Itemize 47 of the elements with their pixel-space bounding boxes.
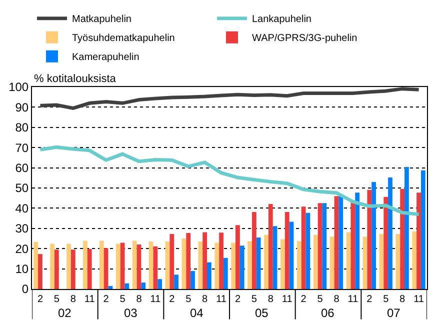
y-tick-label: 10 [15, 262, 29, 276]
x-tick-label: 8 [70, 294, 76, 305]
x-tick-label: 2 [169, 294, 176, 305]
legend-label: Matkapuhelin [72, 14, 132, 26]
y-tick-label: 90 [15, 100, 29, 114]
x-tick-label: 8 [136, 294, 142, 305]
text: 03 [124, 306, 138, 320]
y-tick-label: 70 [15, 140, 29, 155]
x-tick-label: 11 [84, 294, 96, 305]
x-tick-label: 2 [37, 294, 44, 305]
legend-label: Kamerapuhelin [72, 52, 140, 64]
x-tick-label: 8 [268, 294, 274, 305]
x-tick-label: 5 [251, 294, 258, 305]
y-tick-label: 100 [8, 80, 29, 94]
x-tick-label: 2 [300, 294, 307, 305]
x-tick-label: 11 [348, 294, 359, 305]
x-tick-label: 8 [400, 294, 406, 305]
x-tick-label: 11 [150, 294, 162, 305]
y-tick-label: 0 [22, 282, 29, 296]
y-tick-label: 60 [15, 161, 29, 175]
y-tick-label: 30 [15, 222, 29, 236]
text: 04 [190, 306, 204, 320]
legend-label: WAP/GPRS/3G-puhelin [252, 33, 358, 44]
x-tick-label: 2 [234, 294, 241, 305]
x-tick-label: 5 [54, 294, 60, 305]
text: 06 [321, 306, 335, 320]
y-tick-label: 20 [15, 242, 29, 256]
x-tick-label: 5 [186, 294, 192, 305]
x-tick-label: 8 [202, 294, 208, 305]
text: 07 [387, 306, 401, 320]
x-tick-label: 5 [317, 294, 324, 305]
x-tick-label: 2 [366, 294, 373, 305]
text: 02 [58, 306, 72, 320]
y-axis-title: % kotitalouksista [34, 73, 117, 85]
legend-label: Työsuhdematkapuhelin [72, 33, 175, 44]
x-tick-label: 5 [120, 294, 126, 305]
x-tick-label: 11 [414, 294, 424, 305]
legend-label: Lankapuhelin [252, 14, 312, 26]
y-tick-label: 80 [15, 120, 29, 135]
x-tick-label: 8 [334, 294, 340, 305]
text: 05 [255, 306, 269, 320]
x-tick-label: 5 [383, 294, 390, 305]
y-tick-label: 40 [15, 201, 29, 216]
y-tick-label: 50 [15, 181, 29, 196]
x-tick-label: 11 [216, 294, 227, 305]
x-tick-label: 2 [103, 294, 110, 305]
x-tick-label: 11 [282, 294, 293, 305]
